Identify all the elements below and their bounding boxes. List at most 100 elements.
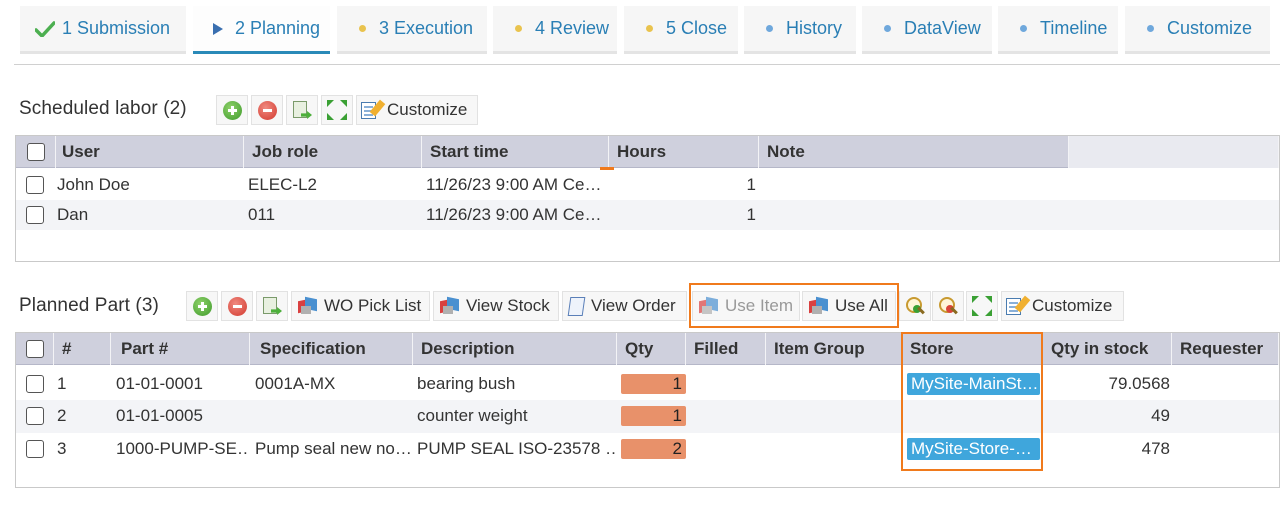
- tab-label: History: [786, 18, 843, 38]
- customize-part-button[interactable]: Customize: [1001, 291, 1124, 321]
- tab-submission[interactable]: 1 Submission: [20, 6, 186, 54]
- tab-close[interactable]: 5 Close: [624, 6, 738, 54]
- add-labor-button[interactable]: [216, 95, 248, 125]
- col-qty-in-stock[interactable]: Qty in stock: [1043, 333, 1172, 365]
- cell-number: 1: [57, 374, 67, 393]
- checkbox[interactable]: [26, 440, 44, 458]
- customize-labor-button[interactable]: Customize: [356, 95, 478, 125]
- divider: [14, 64, 1280, 65]
- tab-planning[interactable]: 2 Planning: [193, 6, 330, 54]
- col-start-time[interactable]: Start time: [422, 136, 609, 168]
- table-row[interactable]: Dan 011 11/26/23 9:00 AM Ce… 1: [16, 200, 1279, 230]
- cell-specification: [255, 401, 411, 431]
- highlight-use-buttons: [689, 283, 899, 328]
- cell-part-number: 01-01-0005: [116, 406, 203, 425]
- zoom-out-icon: [938, 296, 958, 316]
- cell-description: counter weight: [417, 406, 528, 425]
- cell-hours: 1: [746, 205, 756, 224]
- col-filler: [1069, 136, 1279, 168]
- row-select[interactable]: [26, 434, 44, 464]
- tab-timeline[interactable]: Timeline: [998, 6, 1118, 54]
- cube-icon: [807, 296, 829, 316]
- add-icon: [192, 296, 212, 316]
- col-filled[interactable]: Filled: [686, 333, 766, 365]
- select-all-parts[interactable]: [16, 333, 54, 365]
- cell-requester: [1178, 369, 1278, 399]
- expand-labor-button[interactable]: [321, 95, 353, 125]
- export-labor-button[interactable]: [286, 95, 318, 125]
- dot-icon: [1139, 25, 1161, 32]
- select-all-labor[interactable]: [16, 136, 56, 168]
- row-select[interactable]: [26, 200, 44, 230]
- tab-label: 1 Submission: [62, 18, 171, 38]
- add-part-button[interactable]: [186, 291, 218, 321]
- expand-part-button[interactable]: [966, 291, 998, 321]
- remove-part-button[interactable]: [221, 291, 253, 321]
- remove-labor-button[interactable]: [251, 95, 283, 125]
- table-row[interactable]: 2 01-01-0005 counter weight 1 49: [16, 400, 1279, 433]
- zoom-out-button[interactable]: [932, 291, 964, 321]
- checkbox[interactable]: [26, 407, 44, 425]
- view-order-label: View Order: [591, 296, 676, 315]
- col-qty[interactable]: Qty: [617, 333, 686, 365]
- row-select[interactable]: [26, 401, 44, 431]
- cell-note: [766, 200, 1066, 230]
- qty-badge[interactable]: 1: [621, 406, 686, 426]
- tab-dataview[interactable]: DataView: [862, 6, 992, 54]
- col-job-role[interactable]: Job role: [244, 136, 422, 168]
- cell-job-role: ELEC-L2: [248, 175, 317, 194]
- remove-icon: [257, 100, 277, 120]
- table-row[interactable]: 3 1000-PUMP-SE… Pump seal new no… PUMP S…: [16, 433, 1279, 466]
- row-select[interactable]: [26, 369, 44, 399]
- view-stock-button[interactable]: View Stock: [433, 291, 559, 321]
- tab-execution[interactable]: 3 Execution: [337, 6, 487, 54]
- workflow-tabbar: 1 Submission 2 Planning 3 Execution 4 Re…: [0, 0, 1280, 62]
- col-hours[interactable]: Hours: [609, 136, 759, 168]
- tab-customize[interactable]: Customize: [1125, 6, 1270, 54]
- customize-label: Customize: [387, 100, 468, 119]
- add-icon: [222, 100, 242, 120]
- tab-review[interactable]: 4 Review: [493, 6, 617, 54]
- labor-grid-header: User Job role Start time Hours Note: [16, 136, 1279, 168]
- view-order-button[interactable]: View Order: [562, 291, 687, 321]
- cell-requester: [1178, 401, 1278, 431]
- store-badge[interactable]: MySite-MainSt…: [907, 373, 1040, 395]
- checkbox[interactable]: [26, 206, 44, 224]
- cell-specification: Pump seal new no…: [255, 439, 411, 458]
- tab-label: Timeline: [1040, 18, 1108, 38]
- qty-badge[interactable]: 1: [621, 374, 686, 394]
- cell-qty-in-stock: 79.0568: [1108, 374, 1170, 393]
- cell-start-time: 11/26/23 9:00 AM Ce…: [426, 175, 602, 194]
- col-requester[interactable]: Requester: [1172, 333, 1279, 365]
- col-number[interactable]: #: [54, 333, 111, 365]
- checkbox[interactable]: [26, 375, 44, 393]
- labor-grid: User Job role Start time Hours Note John…: [15, 135, 1280, 262]
- col-item-group[interactable]: Item Group: [766, 333, 902, 365]
- store-badge[interactable]: MySite-Store-…: [907, 438, 1040, 460]
- col-part-number[interactable]: Part #: [111, 333, 250, 365]
- use-all-button[interactable]: Use All: [802, 291, 896, 321]
- table-row[interactable]: 1 01-01-0001 0001A-MX bearing bush 1 MyS…: [16, 368, 1279, 400]
- export-part-button[interactable]: [256, 291, 288, 321]
- cell-description: PUMP SEAL ISO-23578 …: [417, 439, 615, 458]
- checkbox[interactable]: [26, 176, 44, 194]
- checkbox[interactable]: [25, 340, 44, 358]
- tab-label: Customize: [1167, 18, 1253, 38]
- col-note[interactable]: Note: [759, 136, 1069, 168]
- tab-history[interactable]: History: [744, 6, 856, 54]
- col-specification[interactable]: Specification: [250, 333, 413, 365]
- qty-badge[interactable]: 2: [621, 439, 686, 459]
- cell-number: 3: [57, 439, 67, 458]
- use-item-button[interactable]: Use Item: [692, 291, 800, 321]
- use-item-label: Use Item: [725, 296, 794, 315]
- tab-label: 4 Review: [535, 18, 610, 38]
- checkbox[interactable]: [26, 143, 45, 161]
- col-description[interactable]: Description: [413, 333, 617, 365]
- col-user[interactable]: User: [56, 136, 244, 168]
- table-row[interactable]: John Doe ELEC-L2 11/26/23 9:00 AM Ce… 1: [16, 170, 1279, 200]
- dot-icon: [351, 25, 373, 32]
- zoom-in-button[interactable]: [899, 291, 931, 321]
- play-icon: [207, 22, 229, 36]
- wo-pick-list-button[interactable]: WO Pick List: [291, 291, 430, 321]
- row-select[interactable]: [26, 170, 44, 200]
